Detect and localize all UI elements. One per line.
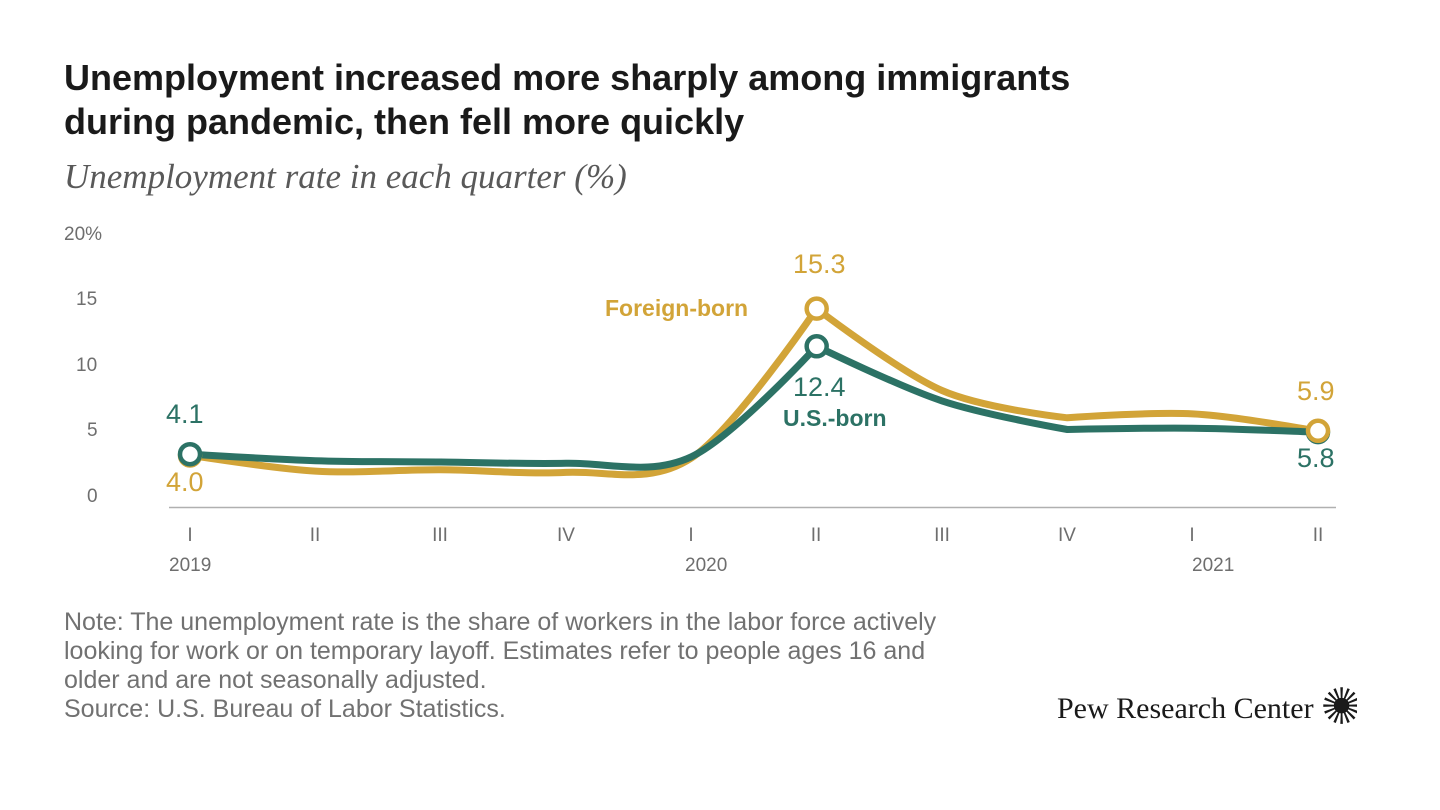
svg-text:Pew Research Center: Pew Research Center — [1057, 692, 1314, 725]
